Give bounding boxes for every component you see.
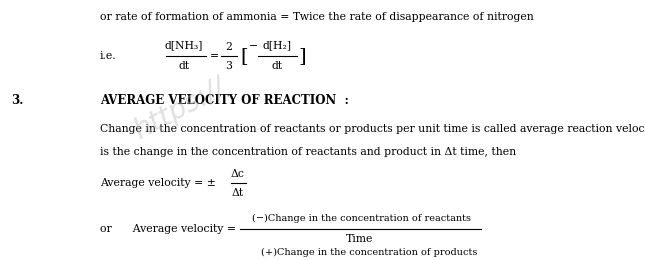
Text: 3.: 3. xyxy=(12,94,24,107)
Text: ]: ] xyxy=(298,47,306,65)
Text: or rate of formation of ammonia = Twice the rate of disappearance of nitrogen: or rate of formation of ammonia = Twice … xyxy=(100,12,533,22)
Text: d[NH₃]: d[NH₃] xyxy=(164,41,203,50)
Text: (−)Change in the concentration of reactants: (−)Change in the concentration of reacta… xyxy=(252,214,471,224)
Text: https://: https:// xyxy=(129,74,230,145)
Text: (+)Change in the concentration of products: (+)Change in the concentration of produc… xyxy=(261,248,477,257)
Text: −: − xyxy=(249,41,258,51)
Text: [: [ xyxy=(240,47,248,65)
Text: dt: dt xyxy=(178,61,190,71)
Text: i.e.: i.e. xyxy=(100,51,117,61)
Text: Δc: Δc xyxy=(230,169,244,179)
Text: is the change in the concentration of reactants and product in Δt time, then: is the change in the concentration of re… xyxy=(100,147,516,157)
Text: 2: 2 xyxy=(226,42,232,52)
Text: d[H₂]: d[H₂] xyxy=(263,41,292,50)
Text: AVERAGE VELOCITY OF REACTION  :: AVERAGE VELOCITY OF REACTION : xyxy=(100,94,349,107)
Text: 3: 3 xyxy=(226,61,232,70)
Text: or      Average velocity =: or Average velocity = xyxy=(100,224,236,234)
Text: dt: dt xyxy=(272,61,283,71)
Text: Average velocity = ±: Average velocity = ± xyxy=(100,178,216,188)
Text: Δt: Δt xyxy=(232,188,243,198)
Text: Change in the concentration of reactants or products per unit time is called ave: Change in the concentration of reactants… xyxy=(100,124,645,134)
Text: =: = xyxy=(210,51,219,61)
Text: Time: Time xyxy=(346,234,373,244)
